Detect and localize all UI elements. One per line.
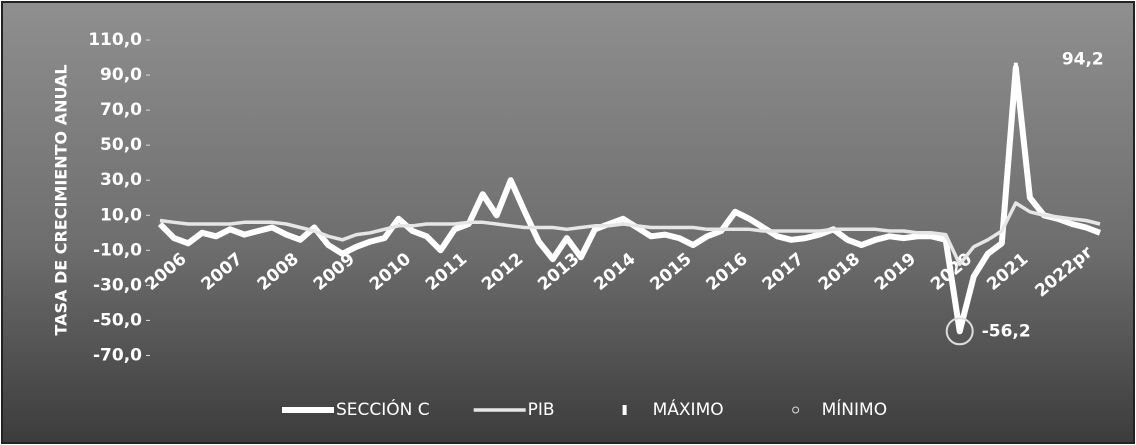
legend-label: MÍNIMO: [822, 398, 887, 420]
legend-swatch: [792, 406, 800, 414]
legend-item: MÍNIMO: [792, 398, 887, 420]
y-tick-label: 30,0: [100, 170, 142, 190]
y-tick-label: -30,0: [93, 275, 142, 295]
y-tick-label: 70,0: [100, 100, 142, 120]
data-label: -56,2: [982, 321, 1031, 341]
legend-item: MÁXIMO: [622, 398, 724, 420]
y-tick-label: -50,0: [93, 310, 142, 330]
line-series: [159, 201, 1101, 267]
min-marker: [945, 317, 974, 346]
legend-label: PIB: [528, 400, 555, 420]
legend-label: SECCIÓN C: [336, 398, 430, 420]
y-tick-label: 50,0: [100, 135, 142, 155]
y-tick-label: 10,0: [100, 205, 142, 225]
y-axis-title: TASA DE CRECIMIENTO ANUAL: [52, 64, 71, 335]
y-tick-label: -70,0: [93, 345, 142, 365]
legend-item: SECCIÓN C: [282, 398, 430, 420]
legend-label: MÁXIMO: [653, 398, 724, 420]
data-label: 94,2: [1062, 50, 1104, 70]
legend-item: PIB: [473, 400, 555, 420]
legend-swatch: [622, 405, 627, 415]
y-tick-label: -10,0: [93, 240, 142, 260]
y-tick-label: 90,0: [100, 65, 142, 85]
max-marker: [1013, 62, 1018, 73]
y-tick-label: 110,0: [88, 30, 142, 50]
